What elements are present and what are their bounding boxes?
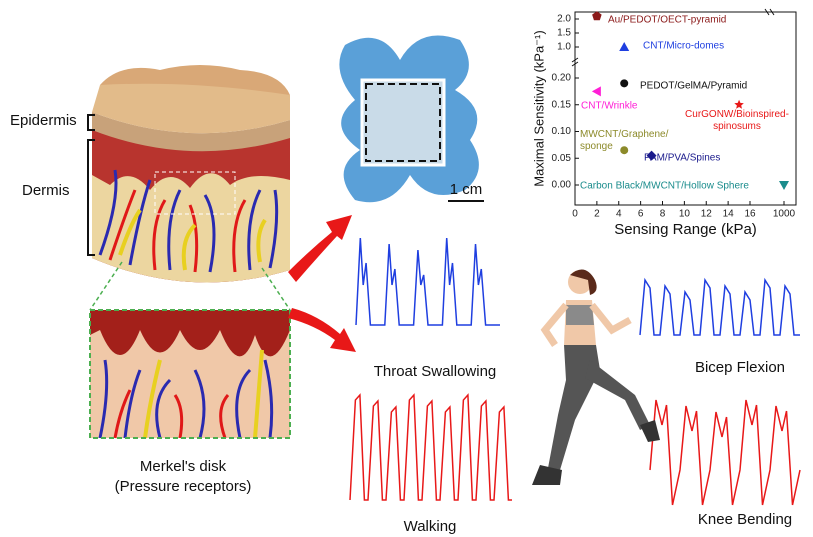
y-tick-label: 1.5 (557, 28, 571, 39)
point-label: PAM/PVA/Spines (644, 153, 720, 164)
y-axis-title: Maximal Sensitivity (kPa⁻¹) (531, 30, 546, 186)
x-tick-label: 6 (638, 209, 644, 220)
y-tick-label: 0.20 (552, 73, 572, 84)
dermis-label: Dermis (22, 182, 70, 199)
waveform (650, 400, 800, 505)
point-label: Carbon Black/MWCNT/Hollow Sphere (580, 181, 749, 192)
arrows (288, 215, 356, 352)
bicep-label: Bicep Flexion (695, 359, 785, 376)
y-tick-label: 0.00 (552, 180, 572, 191)
x-axis-title: Sensing Range (kPa) (614, 221, 757, 238)
waveform (356, 238, 500, 325)
y-tick-label: 0.05 (552, 153, 572, 164)
skin-illustration (88, 65, 290, 310)
figure: Epidermis Dermis Merkel's disk (Pressure… (0, 0, 813, 537)
x-tick-label: 0 (572, 209, 578, 220)
merkel-inset (90, 310, 290, 438)
x-tick-label: 12 (701, 209, 713, 220)
waveform (640, 280, 800, 335)
waveform (350, 395, 512, 500)
point-label: CNT/Wrinkle (581, 101, 638, 112)
x-tick-label: 10 (679, 209, 691, 220)
x-tick-label: 2 (594, 209, 600, 220)
scale-bar-label: 1 cm (450, 181, 483, 198)
epidermis-label: Epidermis (10, 112, 77, 129)
receptors-label: (Pressure receptors) (115, 478, 252, 495)
point-label: PEDOT/GelMA/Pyramid (640, 81, 747, 92)
x-tick-label: 1000 (773, 209, 796, 220)
sensor-photo (339, 36, 484, 203)
point-label: Au/PEDOT/OECT-pyramid (608, 15, 726, 26)
knee-label: Knee Bending (698, 511, 792, 528)
y-tick-label: 0.15 (552, 99, 572, 110)
y-tick-label: 2.0 (557, 14, 571, 25)
x-tick-label: 4 (616, 209, 622, 220)
point-label: CNT/Micro-domes (643, 41, 724, 52)
point (620, 146, 628, 154)
y-tick-label: 0.10 (552, 126, 572, 137)
walking-label: Walking (404, 518, 457, 535)
y-tick-label: 1.0 (557, 42, 571, 53)
throat-label: Throat Swallowing (374, 363, 497, 380)
point (620, 79, 628, 87)
merkel-label: Merkel's disk (140, 458, 227, 475)
x-tick-label: 8 (660, 209, 666, 220)
x-tick-label: 16 (744, 209, 756, 220)
x-tick-label: 14 (723, 209, 735, 220)
sensitivity-chart: 0 2 4 6 8 10 12 14 16 1000 0.00 0.05 0.10 0.15 0.20 1.0… (531, 9, 796, 238)
runner-illustration (532, 270, 660, 485)
